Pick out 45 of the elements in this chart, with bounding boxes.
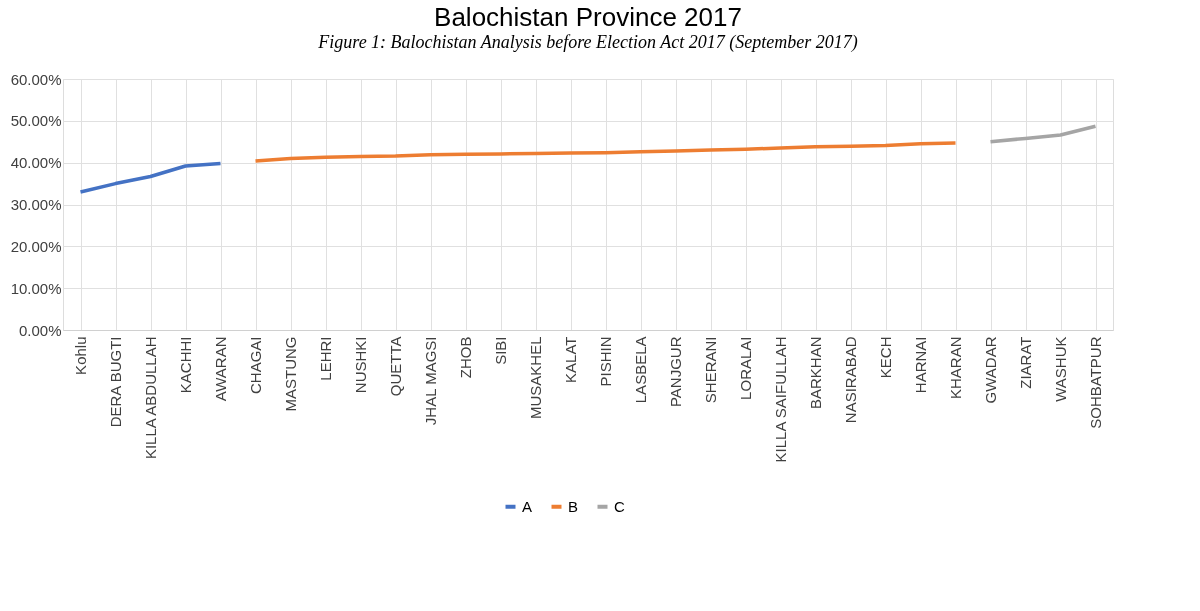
x-tick-label: MASTUNG [282, 336, 299, 412]
x-tick-label: NASIRABAD [842, 336, 859, 424]
x-tick-label: MUSAKHEL [527, 336, 544, 420]
x-tick-label: PANJGUR [667, 336, 684, 408]
x-tick-label: DERA BUGTI [107, 336, 124, 428]
x-tick-label: SIBI [492, 336, 509, 365]
x-tick-label: CHAGAI [247, 336, 264, 395]
x-tick-label: HARNAI [912, 336, 929, 394]
x-tick-label: SHERANI [702, 336, 719, 404]
x-tick-label: AWARAN [212, 336, 229, 402]
chart-title: Balochistan Province 2017 [434, 2, 742, 32]
x-tick-label: GWADAR [982, 336, 999, 404]
y-tick-label: 20.00% [10, 237, 62, 255]
x-tick-label: KECH [877, 336, 894, 379]
x-tick-label: PISHIN [597, 336, 614, 387]
legend-label: B [568, 497, 579, 515]
legend-label: A [522, 497, 533, 515]
caption: Figure 1: Balochistan Analysis before Election Act 2017 (September 2017) [317, 32, 858, 53]
x-tick-label: BARKHAN [807, 336, 824, 410]
y-tick-label: 60.00% [10, 70, 62, 88]
y-tick-label: 50.00% [10, 112, 62, 130]
x-tick-label: LORALAI [737, 336, 754, 400]
x-tick-label: QUETTA [387, 336, 404, 397]
y-tick-label: 30.00% [10, 196, 62, 213]
x-tick-label: KACHHI [177, 336, 194, 394]
y-tick-label: 10.00% [10, 279, 62, 297]
y-tick-label: 0.00% [18, 321, 62, 339]
x-tick-label: NUSHKI [352, 336, 369, 394]
x-tick-label: LEHRI [317, 336, 334, 381]
y-tick-label: 40.00% [10, 154, 62, 172]
x-tick-label: LASBELA [632, 336, 649, 404]
x-tick-label: KILLA SAIFULLAH [772, 336, 789, 463]
line-series [78, 161, 223, 194]
line-series [253, 141, 958, 163]
x-tick-label: WASHUK [1052, 336, 1069, 402]
x-tick-label: SOHBATPUR [1087, 336, 1104, 429]
x-tick-label: Kohlu [72, 336, 89, 375]
x-tick-label: KILLA ABDULLAH [142, 336, 159, 460]
x-tick-label: KALAT [562, 336, 579, 383]
x-tick-label: JHAL MAGSI [422, 336, 439, 426]
line-series [988, 124, 1098, 144]
legend-label: C [614, 497, 625, 515]
x-tick-label: ZHOB [457, 336, 474, 379]
x-tick-label: KHARAN [947, 336, 964, 400]
x-tick-label: ZIARAT [1017, 336, 1034, 389]
